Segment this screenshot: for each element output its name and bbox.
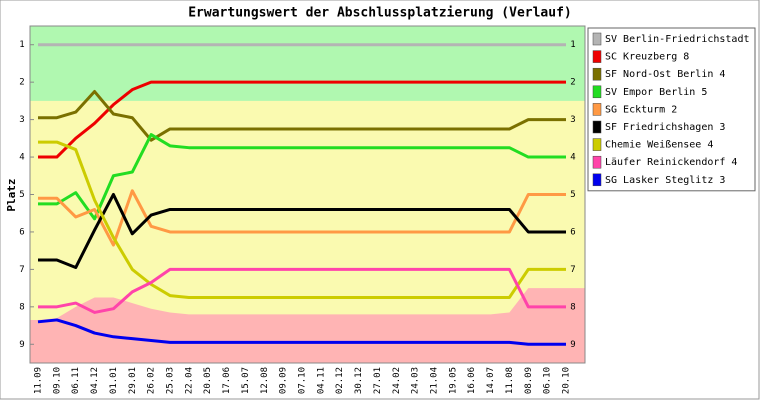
x-tick-label: 09.09: [279, 367, 289, 394]
legend-label: SF Friedrichshagen 3: [605, 122, 725, 133]
x-tick-label: 24.03: [411, 367, 421, 394]
x-tick-label: 25.03: [166, 367, 176, 394]
relegation-zone: [30, 288, 585, 363]
y-tick-label: 3: [19, 115, 24, 125]
x-tick-label: 22.04: [184, 367, 194, 394]
x-tick-label: 09.10: [52, 367, 62, 394]
series-line: [38, 189, 566, 247]
legend-swatch: [592, 120, 602, 134]
y-tick-label-right: 2: [570, 78, 575, 88]
legend-swatch: [592, 103, 602, 116]
x-tick-label: 20.10: [562, 367, 572, 394]
x-tick-label: 04.12: [90, 367, 100, 394]
x-tick-label: 21.04: [430, 367, 440, 394]
legend-label: SC Kreuzberg 8: [605, 52, 689, 63]
x-tick-label: 07.10: [298, 367, 308, 394]
y-tick-label-right: 8: [570, 302, 575, 312]
x-tick-label: 19.05: [448, 367, 458, 394]
chart-title: Erwartungswert der Abschlussplatzierung …: [188, 6, 572, 21]
legend-box: [587, 27, 756, 192]
legend-swatch: [592, 173, 602, 187]
x-tick-label: 27.01: [373, 367, 383, 394]
legend-label: SG Lasker Steglitz 3: [605, 175, 725, 186]
y-tick-label: 9: [19, 340, 24, 350]
legend-label: Läufer Reinickendorf 4: [605, 157, 737, 168]
series-line: [37, 318, 566, 346]
legend-label: SF Nord-Ost Berlin 4: [605, 69, 725, 80]
y-tick-label-right: 6: [570, 227, 575, 237]
legend-swatch: [592, 85, 602, 99]
y-axis-label: Platz: [5, 178, 18, 211]
y-tick-label: 2: [19, 78, 24, 88]
series-line: [38, 80, 566, 159]
x-tick-label: 15.07: [241, 367, 251, 394]
y-tick-label-right: 9: [570, 340, 575, 350]
legend-label: SG Eckturm 2: [605, 104, 677, 115]
x-tick-label: 26.02: [147, 367, 157, 394]
y-tick-label-right: 4: [570, 153, 575, 163]
legend-swatch: [592, 138, 602, 151]
legend-swatch: [592, 50, 602, 63]
promotion-zone: [30, 26, 585, 101]
x-tick-label: 02.12: [335, 367, 345, 394]
y-tick-label-right: 5: [570, 190, 575, 200]
series-line: [38, 193, 566, 270]
legend-label: Chemie Weißensee 4: [605, 140, 713, 151]
x-tick-label: 04.11: [316, 367, 326, 394]
legend-swatch: [592, 67, 602, 81]
series-line: [38, 90, 566, 142]
y-tick-label: 5: [19, 190, 24, 200]
x-tick-label: 17.06: [222, 367, 232, 394]
y-tick-label-right: 1: [570, 40, 575, 50]
legend-swatch: [592, 155, 602, 169]
x-tick-label: 06.10: [543, 367, 553, 394]
x-tick-label: 20.05: [203, 367, 213, 394]
x-tick-label: 30.12: [354, 367, 364, 394]
series-line: [38, 140, 566, 299]
x-tick-label: 14.07: [486, 367, 496, 394]
series-line: [38, 133, 566, 221]
x-tick-label: 11.08: [505, 367, 515, 394]
y-tick-label: 8: [19, 302, 24, 312]
x-tick-label: 16.06: [467, 367, 477, 394]
x-tick-label: 29.01: [128, 367, 138, 394]
x-tick-label: 12.08: [260, 367, 270, 394]
x-tick-label: 06.11: [71, 367, 81, 394]
y-tick-label: 4: [19, 153, 24, 163]
y-tick-label-right: 3: [570, 115, 575, 125]
x-tick-label: 08.09: [524, 367, 534, 394]
y-tick-label-right: 7: [570, 265, 575, 275]
series-line: [38, 267, 566, 314]
legend-label: SV Empor Berlin 5: [605, 87, 707, 98]
x-tick-label: 24.02: [392, 367, 402, 394]
x-tick-label: 01.01: [109, 367, 119, 394]
legend-swatch: [592, 32, 602, 46]
y-tick-label: 1: [19, 40, 24, 50]
y-tick-label: 6: [19, 227, 24, 237]
legend-label: SV Berlin-Friedrichstadt: [605, 34, 750, 45]
y-tick-label: 7: [19, 265, 24, 275]
x-tick-label: 11.09: [34, 367, 44, 394]
